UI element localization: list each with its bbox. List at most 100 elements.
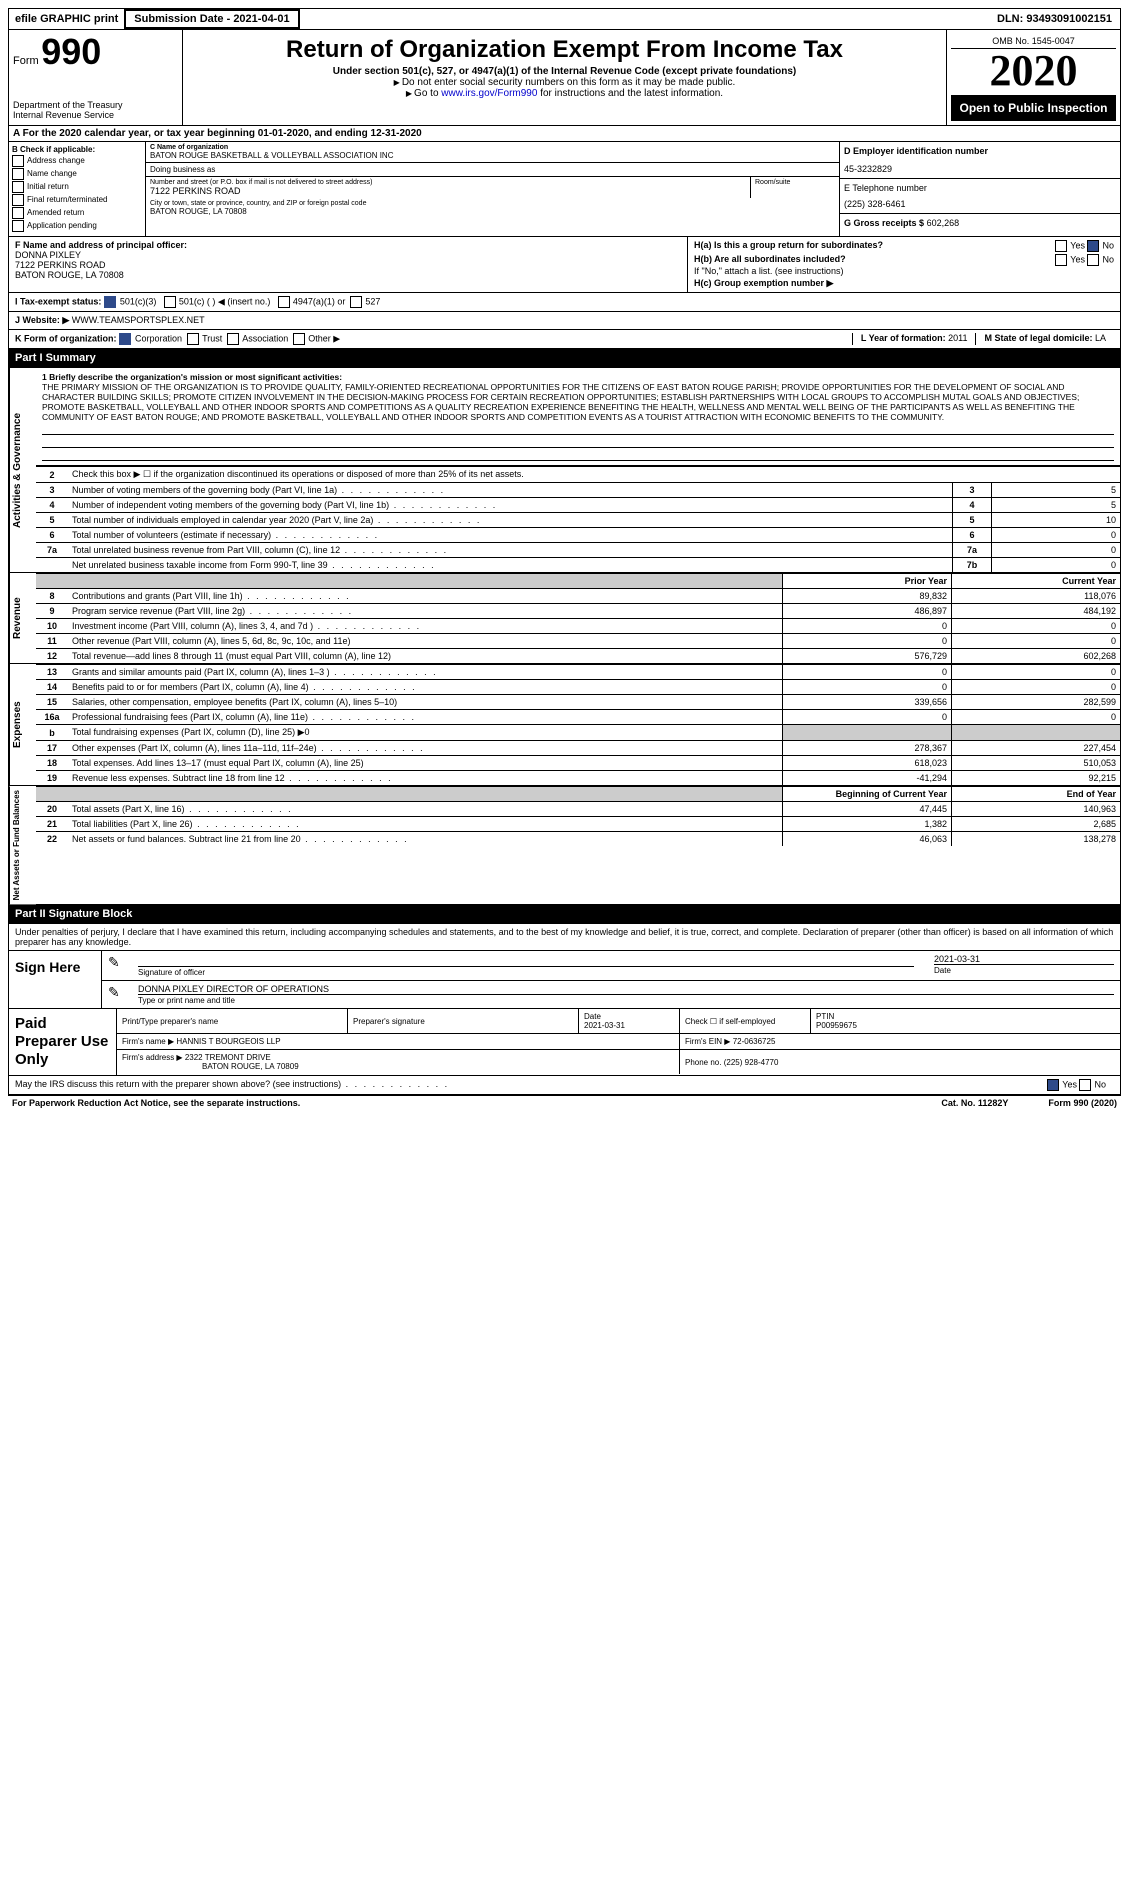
check-self: Check ☐ if self-employed	[680, 1009, 811, 1034]
footer-center: Cat. No. 11282Y	[941, 1098, 1008, 1108]
gross-value: 602,268	[927, 218, 960, 228]
sig-date: 2021-03-31	[934, 954, 1114, 965]
sig-officer-label: Signature of officer	[138, 968, 205, 977]
cb-pending[interactable]: Application pending	[12, 220, 142, 232]
pen-icon	[108, 959, 120, 969]
firm-addr2: BATON ROUGE, LA 70809	[122, 1062, 299, 1071]
b-label: B Check if applicable:	[12, 145, 142, 154]
identity-grid: B Check if applicable: Address change Na…	[8, 142, 1121, 237]
table-row: 19Revenue less expenses. Subtract line 1…	[36, 771, 1120, 786]
form-title: Return of Organization Exempt From Incom…	[187, 36, 942, 64]
governance-table: 2Check this box ▶ ☐ if the organization …	[36, 466, 1120, 572]
table-row: 17Other expenses (Part IX, column (A), l…	[36, 741, 1120, 756]
table-row: 6Total number of volunteers (estimate if…	[36, 528, 1120, 543]
part2-header: Part II Signature Block	[8, 905, 1121, 924]
table-row: Net unrelated business taxable income fr…	[36, 558, 1120, 573]
department-label: Department of the Treasury Internal Reve…	[13, 100, 178, 120]
dln-label: DLN: 93493091002151	[989, 11, 1120, 27]
phone-value: (225) 328-6461	[844, 199, 1116, 209]
ptin: P00959675	[816, 1021, 857, 1030]
i-label: I Tax-exempt status:	[15, 296, 101, 306]
table-row: 10Investment income (Part VIII, column (…	[36, 619, 1120, 634]
firm-ein: 72-0636725	[733, 1037, 776, 1046]
prior-year-header: Prior Year	[783, 574, 952, 589]
cb-address[interactable]: Address change	[12, 155, 142, 167]
table-row: 12Total revenue—add lines 8 through 11 (…	[36, 649, 1120, 664]
table-row: 18Total expenses. Add lines 13–17 (must …	[36, 756, 1120, 771]
expenses-table: 13Grants and similar amounts paid (Part …	[36, 664, 1120, 785]
m-label: M State of legal domicile:	[984, 333, 1095, 343]
firm-name: HANNIS T BOURGEOIS LLP	[176, 1037, 280, 1046]
table-row: 4Number of independent voting members of…	[36, 498, 1120, 513]
officer-city: BATON ROUGE, LA 70808	[15, 270, 681, 280]
l-label: L Year of formation:	[861, 333, 948, 343]
table-row: 11Other revenue (Part VIII, column (A), …	[36, 634, 1120, 649]
form-number: 990	[41, 31, 101, 72]
form-number-block: Form 990 Department of the Treasury Inte…	[9, 30, 183, 125]
street-value: 7122 PERKINS ROAD	[150, 186, 746, 196]
current-year-header: Current Year	[952, 574, 1121, 589]
line2-text: Check this box ▶ ☐ if the organization d…	[68, 467, 1120, 483]
c-name-label: C Name of organization	[150, 144, 835, 151]
table-row: bTotal fundraising expenses (Part IX, co…	[36, 725, 1120, 741]
city-value: BATON ROUGE, LA 70808	[150, 207, 835, 216]
penalties-text: Under penalties of perjury, I declare th…	[8, 924, 1121, 951]
paid-preparer-label: Paid Preparer Use Only	[9, 1009, 117, 1075]
table-row: 3Number of voting members of the governi…	[36, 483, 1120, 498]
table-row: 13Grants and similar amounts paid (Part …	[36, 665, 1120, 680]
l-val: 2011	[948, 333, 967, 343]
website-row: J Website: ▶ WWW.TEAMSPORTSPLEX.NET	[8, 312, 1121, 330]
table-row: 14Benefits paid to or for members (Part …	[36, 680, 1120, 695]
sign-here-block: Sign Here Signature of officer 2021-03-3…	[8, 951, 1121, 1009]
pen-icon	[108, 989, 120, 999]
governance-section: Activities & Governance 1 Briefly descri…	[8, 368, 1121, 573]
top-bar: efile GRAPHIC print Submission Date - 20…	[8, 8, 1121, 30]
revenue-table: Prior YearCurrent Year 8Contributions an…	[36, 573, 1120, 663]
officer-street: 7122 PERKINS ROAD	[15, 260, 681, 270]
table-row: 22Net assets or fund balances. Subtract …	[36, 832, 1120, 847]
city-label: City or town, state or province, country…	[150, 200, 835, 207]
j-label: J Website: ▶	[15, 315, 69, 325]
note-ssn: Do not enter social security numbers on …	[187, 77, 942, 88]
cb-final[interactable]: Final return/terminated	[12, 194, 142, 206]
prep-date: 2021-03-31	[584, 1021, 625, 1030]
tax-status-row: I Tax-exempt status: 501(c)(3) 501(c) ( …	[8, 293, 1121, 312]
irs-link[interactable]: www.irs.gov/Form990	[441, 88, 537, 99]
begin-year-header: Beginning of Current Year	[783, 787, 952, 802]
m-val: LA	[1095, 333, 1106, 343]
firm-addr1: 2322 TREMONT DRIVE	[185, 1053, 271, 1062]
vtab-net: Net Assets or Fund Balances	[9, 786, 36, 904]
end-year-header: End of Year	[952, 787, 1121, 802]
paid-preparer-block: Paid Preparer Use Only Print/Type prepar…	[8, 1009, 1121, 1076]
cb-initial[interactable]: Initial return	[12, 181, 142, 193]
check-applicable-col: B Check if applicable: Address change Na…	[9, 142, 146, 236]
tax-year: 2020	[951, 49, 1116, 93]
h-c-row: H(c) Group exemption number ▶	[694, 278, 1114, 289]
note-link: Go to www.irs.gov/Form990 for instructio…	[187, 88, 942, 99]
org-name: BATON ROUGE BASKETBALL & VOLLEYBALL ASSO…	[150, 151, 835, 160]
calendar-year-row: A For the 2020 calendar year, or tax yea…	[8, 126, 1121, 142]
net-assets-section: Net Assets or Fund Balances Beginning of…	[8, 786, 1121, 905]
cb-name[interactable]: Name change	[12, 168, 142, 180]
cb-amended[interactable]: Amended return	[12, 207, 142, 219]
form-header: Form 990 Department of the Treasury Inte…	[8, 30, 1121, 126]
right-info-col: D Employer identification number 45-3232…	[840, 142, 1120, 236]
open-inspection: Open to Public Inspection	[951, 95, 1116, 121]
vtab-expenses: Expenses	[9, 664, 36, 785]
table-row: 9Program service revenue (Part VIII, lin…	[36, 604, 1120, 619]
prep-sig-label: Preparer's signature	[348, 1009, 579, 1034]
typed-name: DONNA PIXLEY DIRECTOR OF OPERATIONS	[138, 984, 1114, 995]
firm-phone: (225) 928-4770	[724, 1058, 779, 1067]
submission-date: Submission Date - 2021-04-01	[124, 9, 299, 29]
k-label: K Form of organization:	[15, 333, 117, 343]
footer-right: Form 990 (2020)	[1048, 1098, 1117, 1108]
year-box: OMB No. 1545-0047 2020 Open to Public In…	[947, 30, 1120, 125]
org-info-col: C Name of organization BATON ROUGE BASKE…	[146, 142, 840, 236]
h-note: If "No," attach a list. (see instruction…	[694, 266, 1114, 276]
revenue-section: Revenue Prior YearCurrent Year 8Contribu…	[8, 573, 1121, 664]
mission-block: 1 Briefly describe the organization's mi…	[36, 368, 1120, 466]
h-a-row: H(a) Is this a group return for subordin…	[694, 240, 1114, 250]
website-url: WWW.TEAMSPORTSPLEX.NET	[72, 315, 205, 325]
footer-left: For Paperwork Reduction Act Notice, see …	[12, 1098, 300, 1108]
g-gross-label: G Gross receipts $	[844, 218, 924, 228]
